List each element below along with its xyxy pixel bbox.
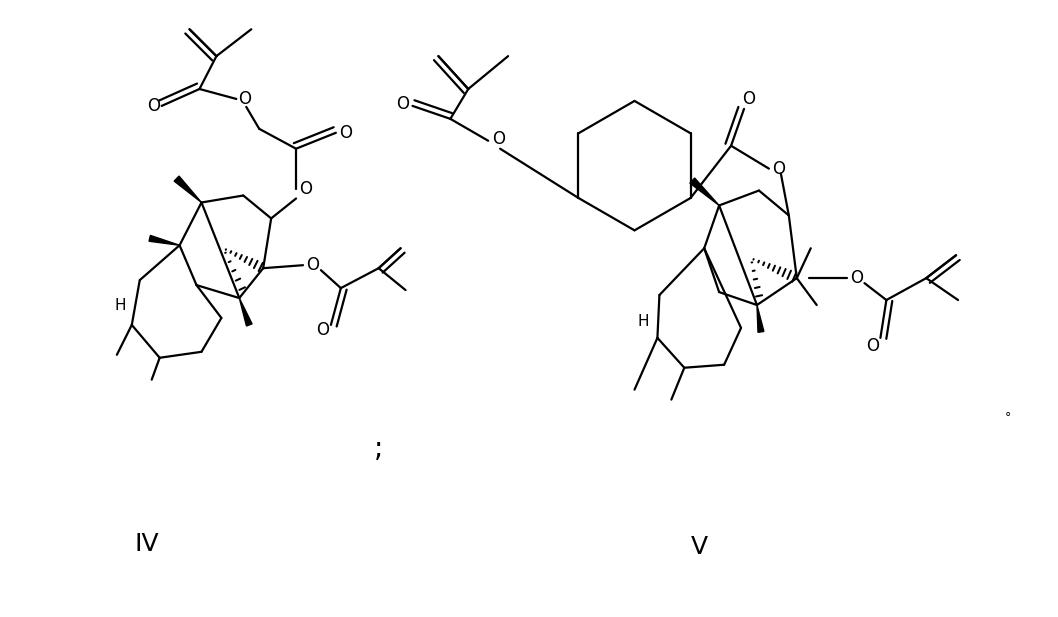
Polygon shape bbox=[239, 298, 252, 326]
Text: O: O bbox=[316, 321, 329, 339]
Text: H: H bbox=[638, 315, 650, 329]
Text: O: O bbox=[850, 269, 863, 287]
Text: O: O bbox=[772, 160, 785, 178]
Text: O: O bbox=[743, 90, 755, 108]
Text: IV: IV bbox=[134, 532, 159, 556]
Polygon shape bbox=[690, 178, 719, 205]
Text: °: ° bbox=[1005, 411, 1011, 424]
Polygon shape bbox=[175, 176, 201, 202]
Text: O: O bbox=[396, 95, 409, 113]
Text: O: O bbox=[492, 130, 505, 147]
Text: O: O bbox=[147, 97, 160, 115]
Text: O: O bbox=[340, 124, 352, 142]
Polygon shape bbox=[756, 305, 764, 333]
Text: H: H bbox=[114, 297, 126, 313]
Text: O: O bbox=[238, 90, 251, 108]
Text: O: O bbox=[299, 180, 312, 197]
Text: O: O bbox=[865, 337, 879, 355]
Polygon shape bbox=[149, 236, 180, 246]
Text: O: O bbox=[307, 256, 320, 274]
Text: ;: ; bbox=[373, 436, 383, 463]
Text: V: V bbox=[691, 535, 708, 559]
